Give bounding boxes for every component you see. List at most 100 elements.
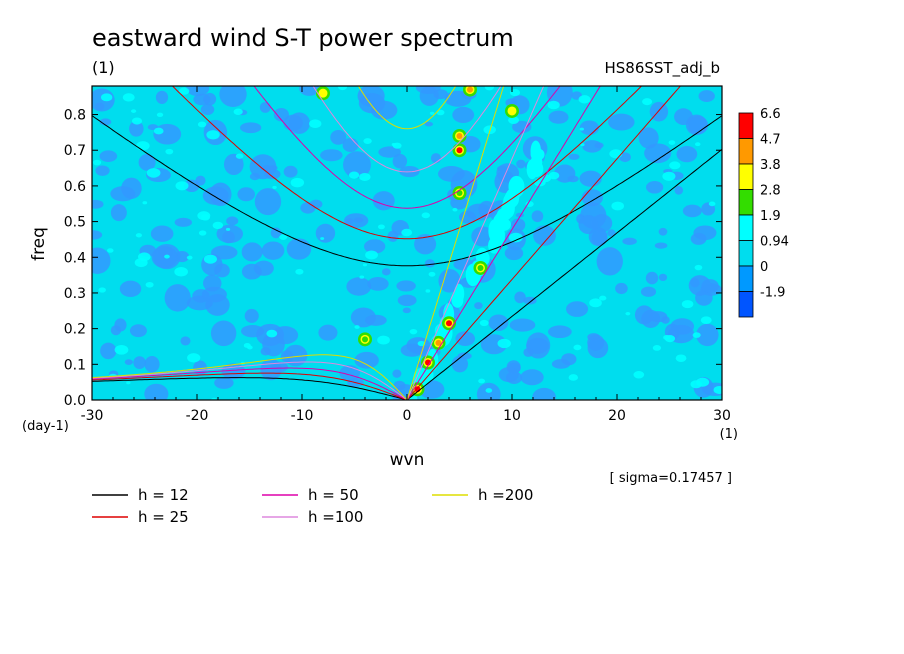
power-blob xyxy=(609,149,623,159)
power-blob xyxy=(174,250,190,263)
power-blob xyxy=(478,378,486,384)
power-blob xyxy=(214,376,234,389)
power-blob xyxy=(346,277,372,296)
power-blob xyxy=(476,382,501,400)
power-blob xyxy=(607,229,616,237)
power-blob xyxy=(131,117,143,125)
power-blob xyxy=(591,230,608,247)
power-blob xyxy=(222,231,235,244)
power-blob xyxy=(452,207,458,212)
power-blob xyxy=(225,227,231,231)
hotspot-core xyxy=(456,147,463,154)
power-blob xyxy=(554,164,576,183)
sigma-note: [ sigma=0.17457 ] xyxy=(610,471,732,486)
power-blob xyxy=(92,199,104,209)
power-blob xyxy=(320,149,343,162)
power-blob xyxy=(417,340,426,347)
power-blob xyxy=(363,138,372,144)
power-blob xyxy=(370,100,398,120)
power-blob xyxy=(526,159,538,180)
legend-label: h =100 xyxy=(308,508,363,526)
power-blob xyxy=(364,239,386,254)
power-blob xyxy=(164,254,170,259)
power-blob xyxy=(100,93,113,102)
power-blob xyxy=(512,120,532,134)
power-blob xyxy=(295,268,304,275)
colorbar-label: 0.94 xyxy=(760,235,789,250)
plot-area xyxy=(91,85,723,401)
power-blob xyxy=(645,271,659,285)
legend-label: h =200 xyxy=(478,486,533,504)
power-blob xyxy=(580,143,585,147)
power-blob xyxy=(186,86,210,97)
power-blob xyxy=(452,106,475,123)
power-blob xyxy=(193,93,211,106)
power-blob xyxy=(690,380,702,389)
power-blob xyxy=(378,146,401,158)
power-blob xyxy=(197,121,207,128)
power-blob xyxy=(499,205,512,221)
power-blob xyxy=(658,273,668,282)
power-blob xyxy=(198,230,207,236)
power-blob xyxy=(615,282,628,295)
power-blob xyxy=(212,221,224,230)
power-blob xyxy=(180,336,191,346)
power-blob xyxy=(510,218,526,232)
power-blob xyxy=(625,311,631,316)
power-blob xyxy=(382,268,391,276)
power-blob xyxy=(674,185,684,195)
power-blob xyxy=(392,369,402,378)
power-blob xyxy=(155,90,169,104)
power-blob xyxy=(110,204,127,222)
power-blob xyxy=(259,101,271,113)
power-blob xyxy=(548,171,560,180)
power-blob xyxy=(359,172,371,181)
power-blob xyxy=(372,191,395,211)
power-blob xyxy=(698,90,715,103)
power-blob xyxy=(681,300,694,309)
legend: h = 12 h = 25 h = 50 h =100 h =200 xyxy=(92,486,533,526)
power-blob xyxy=(520,369,544,386)
x-tick-label: 10 xyxy=(503,408,521,424)
power-blob xyxy=(144,383,169,400)
hotspot-core xyxy=(467,86,473,93)
power-blob xyxy=(424,121,434,127)
power-blob xyxy=(219,86,247,108)
power-blob xyxy=(223,153,244,176)
power-blob xyxy=(430,153,442,164)
legend-label: h = 50 xyxy=(308,486,359,504)
power-blob xyxy=(254,188,282,216)
power-blob xyxy=(424,259,435,268)
x-tick-label: 20 xyxy=(608,408,626,424)
power-blob xyxy=(99,150,118,162)
power-blob xyxy=(348,171,360,179)
power-blob xyxy=(531,210,544,223)
power-blob xyxy=(696,323,719,347)
colorbar-segment xyxy=(738,163,754,190)
power-blob xyxy=(92,247,111,274)
hotspot-core xyxy=(456,132,463,139)
power-blob xyxy=(504,246,524,261)
power-blob xyxy=(315,223,336,243)
colorbar-segment xyxy=(738,138,754,165)
power-blob xyxy=(392,142,402,149)
power-blob xyxy=(568,153,580,160)
power-blob xyxy=(206,130,220,140)
power-blob xyxy=(209,182,232,207)
power-blob xyxy=(497,338,511,349)
power-blob xyxy=(249,154,277,180)
power-blob xyxy=(365,250,378,260)
power-blob xyxy=(608,113,635,131)
power-blob xyxy=(330,129,347,145)
power-blob xyxy=(357,86,385,107)
power-blob xyxy=(436,109,445,116)
power-blob xyxy=(210,320,237,347)
power-blob xyxy=(701,279,719,293)
dispersion-curve xyxy=(312,86,502,173)
power-blob xyxy=(114,344,129,355)
power-blob xyxy=(421,212,431,219)
colorbar-segment xyxy=(738,112,754,139)
power-blob xyxy=(309,119,322,129)
power-blob xyxy=(354,351,379,369)
power-blob xyxy=(260,347,271,356)
